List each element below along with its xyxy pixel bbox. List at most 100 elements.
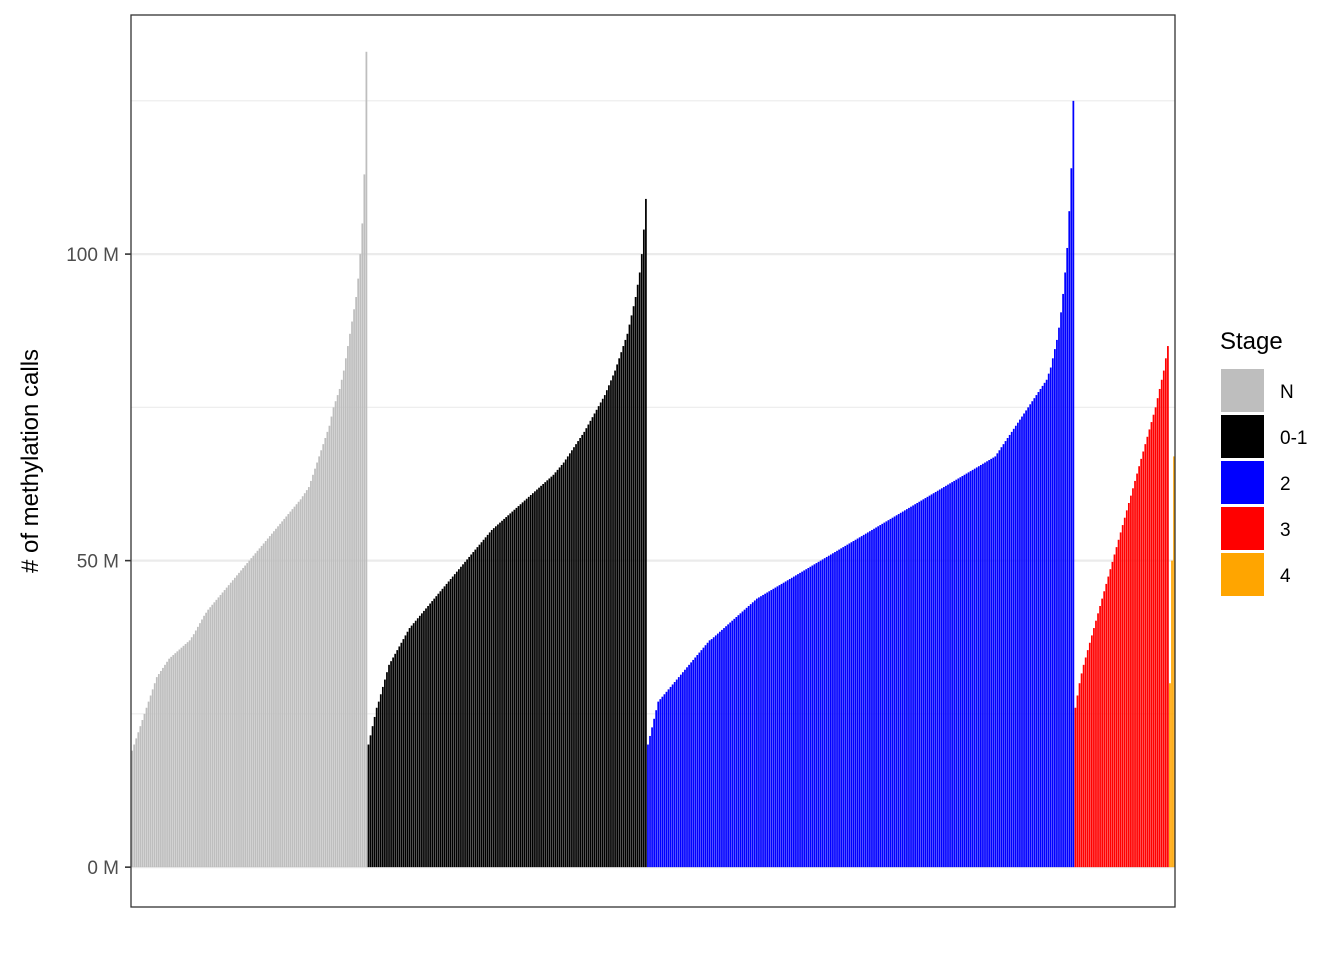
bar (575, 444, 577, 868)
bar (908, 507, 910, 868)
bar (386, 672, 388, 868)
bar (825, 556, 828, 868)
bar (548, 478, 551, 868)
bar (1171, 560, 1173, 868)
bar (484, 537, 487, 868)
bar (938, 489, 941, 868)
bar (583, 431, 586, 868)
bar (246, 563, 249, 868)
bar (704, 645, 707, 868)
bar (922, 499, 925, 868)
bar (186, 642, 189, 868)
bar (838, 549, 840, 868)
bar (135, 738, 138, 868)
bar (550, 476, 553, 868)
bar (147, 701, 150, 868)
bar (301, 496, 304, 868)
bar (969, 471, 972, 868)
bar (1008, 434, 1011, 868)
bar (1148, 429, 1151, 868)
bar (807, 567, 810, 868)
bar (980, 464, 982, 868)
y-axis-title: # of methylation calls (17, 349, 44, 573)
bar (157, 674, 160, 868)
bar (1031, 401, 1034, 868)
bar (758, 597, 760, 868)
bar (721, 629, 723, 868)
bar (244, 565, 247, 868)
bar (924, 498, 927, 868)
bar (260, 545, 263, 868)
bar (283, 518, 286, 868)
bar (949, 483, 951, 868)
bar (920, 500, 923, 868)
bar (1072, 100, 1075, 868)
bar (605, 390, 608, 868)
bar (1002, 444, 1005, 868)
bar (347, 346, 349, 868)
bar (986, 461, 988, 868)
bar (1064, 272, 1067, 868)
bar (344, 358, 347, 868)
bar (229, 582, 232, 868)
bar (1111, 561, 1114, 868)
bar (883, 522, 886, 868)
bar (513, 509, 516, 868)
legend-label: 4 (1280, 566, 1291, 587)
bar (842, 547, 845, 868)
bar (914, 504, 916, 868)
bar (790, 577, 793, 868)
bar (264, 541, 267, 868)
bar (786, 580, 789, 868)
bar (860, 536, 863, 868)
bar (973, 468, 976, 868)
legend-key-4 (1221, 553, 1264, 596)
legend-title: Stage (1220, 328, 1283, 355)
bar (1144, 444, 1147, 868)
bar (540, 485, 542, 868)
bar (490, 529, 493, 868)
bar (844, 545, 847, 868)
bar (441, 588, 444, 868)
bar (180, 647, 183, 868)
bar (497, 524, 499, 868)
bar (852, 541, 855, 868)
bar (834, 552, 836, 868)
legend-key-N (1221, 369, 1264, 412)
bar (326, 431, 329, 868)
bar (801, 571, 803, 868)
bar (1123, 517, 1126, 868)
bar (634, 297, 637, 868)
bar (190, 637, 193, 868)
bar (856, 538, 859, 868)
bar (1142, 451, 1145, 868)
bar (714, 635, 717, 868)
bar (601, 398, 604, 868)
bar (840, 548, 843, 868)
bar (745, 607, 748, 868)
bar (716, 633, 719, 868)
bar (1076, 695, 1079, 868)
bar (254, 553, 257, 868)
bar (460, 566, 462, 868)
bar (439, 591, 442, 868)
bar (314, 468, 316, 868)
bar (943, 487, 945, 868)
bar (957, 478, 960, 868)
bar (622, 346, 625, 868)
bar (873, 528, 875, 868)
bar (503, 518, 505, 868)
bar (340, 379, 343, 868)
bar (287, 514, 290, 868)
bar (959, 477, 962, 868)
bar (168, 658, 170, 868)
bar (396, 650, 399, 868)
bar (866, 532, 869, 868)
bar (1113, 554, 1116, 868)
bar (610, 380, 612, 868)
bar (141, 720, 144, 868)
bar (684, 669, 686, 868)
bar (581, 434, 584, 868)
bar (322, 444, 325, 868)
bar (192, 634, 195, 868)
